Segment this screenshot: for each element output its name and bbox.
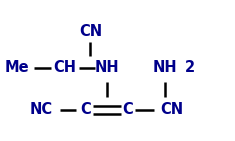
Text: NH: NH <box>95 60 119 75</box>
Text: 2: 2 <box>184 60 195 75</box>
Text: CH: CH <box>53 60 76 75</box>
Text: Me: Me <box>4 60 29 75</box>
Text: NC: NC <box>30 103 53 117</box>
Text: CN: CN <box>160 103 183 117</box>
Text: C: C <box>80 103 91 117</box>
Text: NH: NH <box>152 60 177 75</box>
Text: C: C <box>123 103 133 117</box>
Text: CN: CN <box>79 24 102 38</box>
